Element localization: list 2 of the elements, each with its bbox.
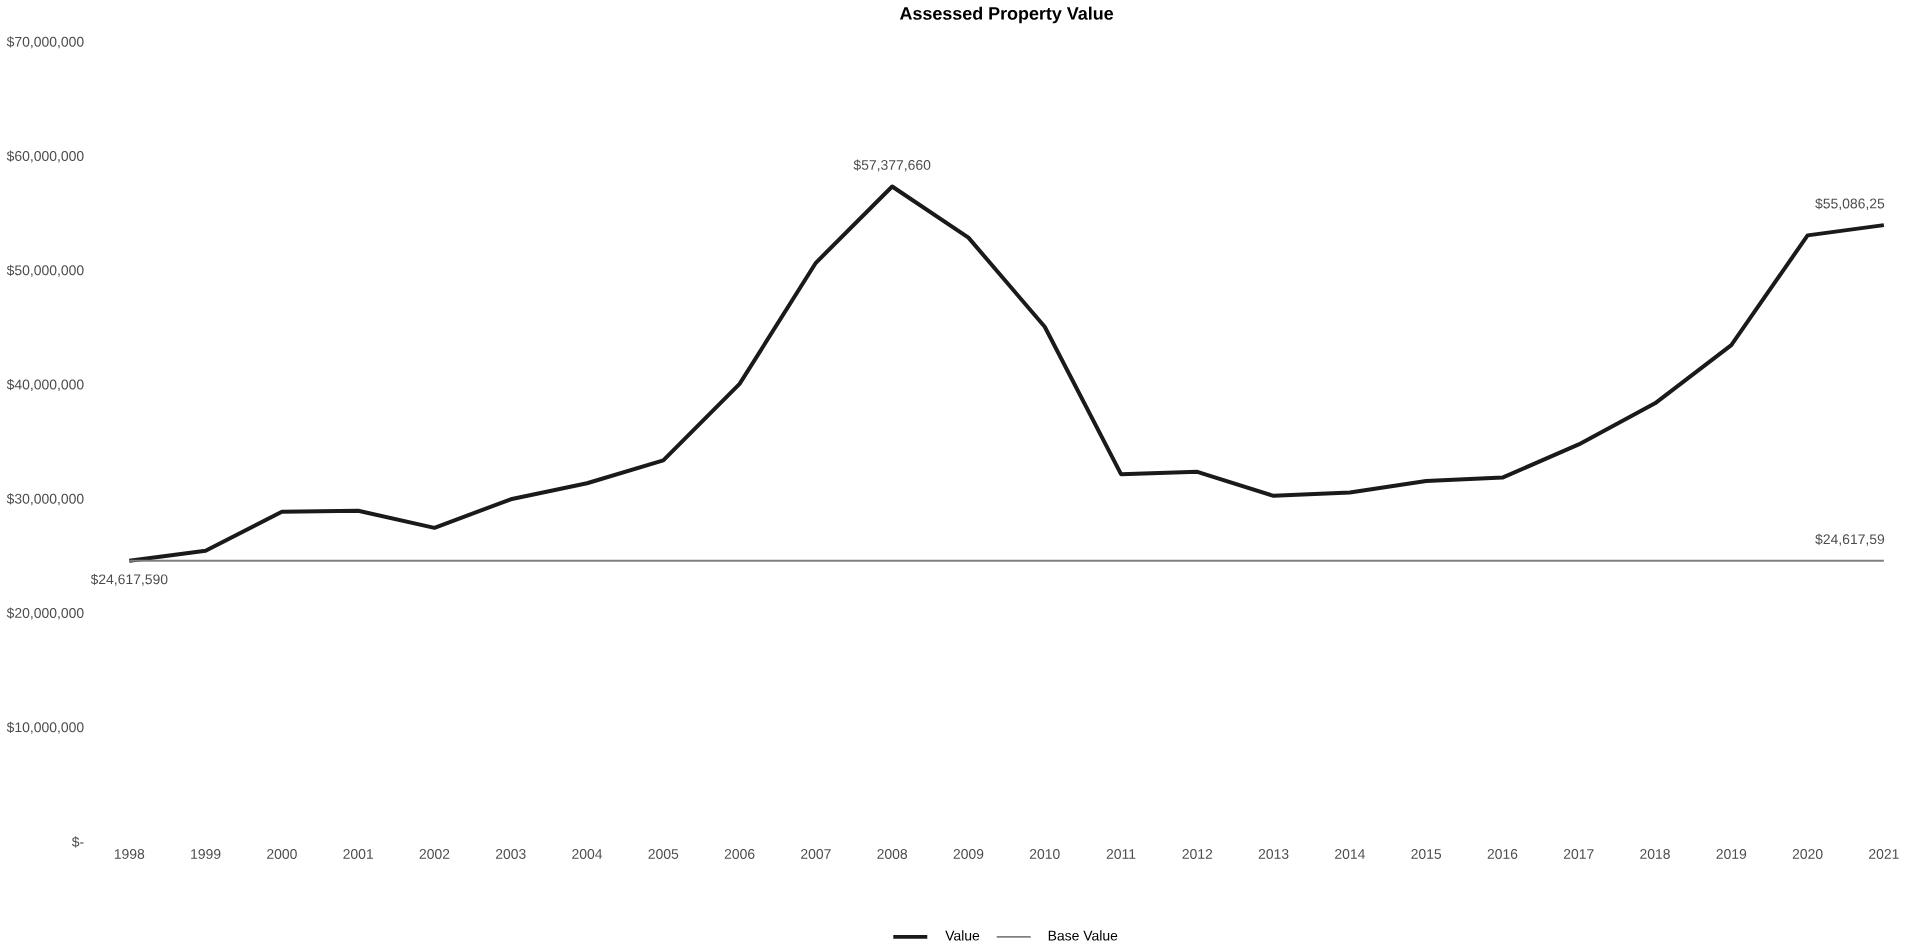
line-series <box>127 184 1886 564</box>
chart-title: Assessed Property Value <box>899 6 1114 24</box>
